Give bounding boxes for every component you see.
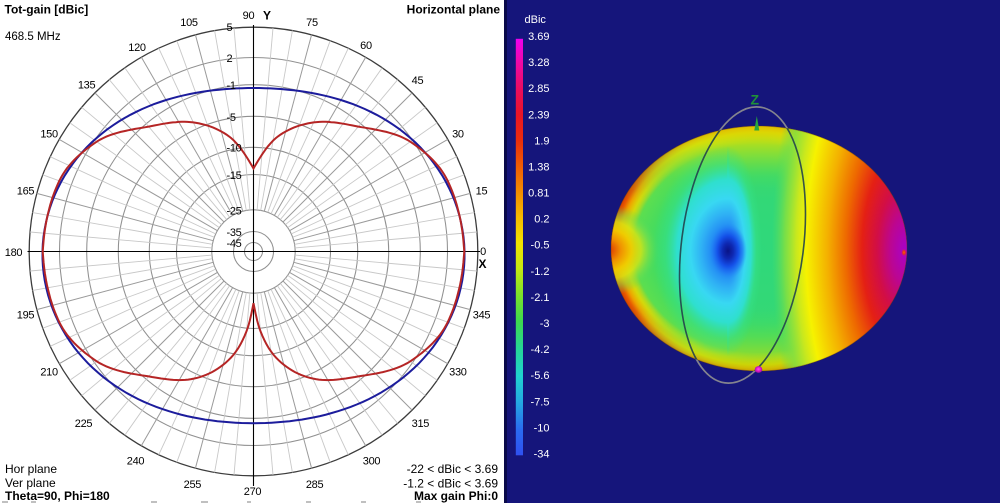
svg-text:2.85: 2.85 — [528, 83, 549, 95]
svg-text:-10: -10 — [227, 143, 242, 155]
svg-text:Z: Z — [751, 92, 760, 108]
svg-text:-35: -35 — [227, 227, 242, 239]
svg-text:-1.2: -1.2 — [531, 266, 550, 278]
svg-text:300: 300 — [363, 455, 381, 467]
svg-text:195: 195 — [17, 310, 35, 322]
svg-text:180: 180 — [5, 247, 23, 259]
svg-text:0.2: 0.2 — [534, 214, 549, 226]
svg-text:2.39: 2.39 — [528, 109, 549, 121]
svg-text:120: 120 — [128, 42, 146, 54]
svg-text:-15: -15 — [227, 170, 242, 182]
svg-text:165: 165 — [17, 185, 35, 197]
svg-text:-4.2: -4.2 — [531, 344, 550, 356]
svg-text:-2.1: -2.1 — [531, 292, 550, 304]
svg-text:135: 135 — [78, 80, 96, 92]
svg-text:Tot-gain [dBic]: Tot-gain [dBic] — [5, 3, 89, 17]
svg-text:5: 5 — [227, 22, 233, 34]
svg-text:330: 330 — [449, 367, 467, 379]
svg-text:60: 60 — [360, 40, 372, 52]
svg-text:-34: -34 — [534, 448, 550, 460]
svg-text:Max gain Phi:0: Max gain Phi:0 — [414, 489, 498, 503]
svg-text:-5: -5 — [227, 112, 236, 124]
svg-text:dBic: dBic — [525, 14, 547, 26]
svg-text:-10: -10 — [534, 422, 550, 434]
svg-text:15: 15 — [476, 185, 488, 197]
svg-text:3.28: 3.28 — [528, 57, 549, 69]
svg-text:345: 345 — [473, 310, 491, 322]
svg-text:468.5 MHz: 468.5 MHz — [5, 31, 61, 43]
svg-text:-1: -1 — [227, 80, 236, 92]
svg-text:-1.2 < dBic < 3.69: -1.2 < dBic < 3.69 — [403, 477, 498, 491]
svg-text:225: 225 — [75, 418, 93, 430]
svg-text:105: 105 — [180, 17, 198, 29]
svg-text:Horizontal plane: Horizontal plane — [407, 3, 501, 17]
svg-text:0.81: 0.81 — [528, 188, 549, 200]
svg-text:210: 210 — [40, 367, 58, 379]
svg-text:-3: -3 — [540, 318, 550, 330]
svg-text:0: 0 — [480, 246, 486, 258]
svg-text:Y: Y — [263, 9, 271, 23]
svg-text:2: 2 — [227, 53, 233, 65]
svg-text:240: 240 — [127, 455, 145, 467]
svg-text:-22 < dBic < 3.69: -22 < dBic < 3.69 — [407, 462, 499, 476]
svg-text:Hor plane: Hor plane — [5, 462, 57, 476]
svg-text:1.9: 1.9 — [534, 135, 549, 147]
svg-text:30: 30 — [452, 129, 464, 141]
svg-text:-7.5: -7.5 — [531, 396, 550, 408]
svg-text:-45: -45 — [227, 238, 242, 250]
svg-text:270: 270 — [244, 486, 262, 498]
svg-text:285: 285 — [306, 479, 324, 491]
svg-text:3.69: 3.69 — [528, 31, 549, 43]
svg-text:Theta=90, Phi=180: Theta=90, Phi=180 — [5, 489, 110, 503]
svg-text:1.38: 1.38 — [528, 161, 549, 173]
svg-text:90: 90 — [243, 10, 255, 22]
svg-text:45: 45 — [412, 75, 424, 87]
svg-text:315: 315 — [412, 418, 430, 430]
svg-text:-0.5: -0.5 — [531, 240, 550, 252]
svg-text:150: 150 — [40, 129, 58, 141]
svg-text:-5.6: -5.6 — [531, 370, 550, 382]
svg-text:Ver plane: Ver plane — [5, 476, 56, 490]
svg-text:X: X — [479, 257, 487, 271]
svg-text:255: 255 — [184, 479, 202, 491]
svg-text:75: 75 — [306, 17, 318, 29]
svg-text:-25: -25 — [227, 205, 242, 217]
